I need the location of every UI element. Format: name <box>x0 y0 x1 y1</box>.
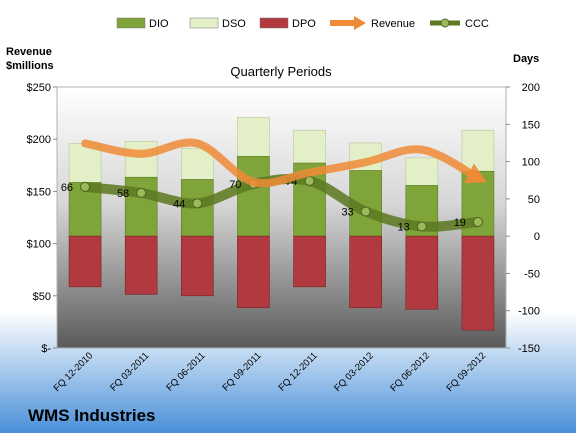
bar-dio <box>237 156 270 237</box>
bar-dpo <box>405 235 439 310</box>
chart-subtitle: Quarterly Periods <box>230 64 332 79</box>
left-tick-label: $50 <box>33 291 51 303</box>
legend-item: CCC <box>430 18 489 30</box>
bar-dio <box>124 176 158 237</box>
legend-label: DIO <box>149 18 169 30</box>
right-tick-label: 200 <box>522 82 540 94</box>
legend: DIO DSO DPO Revenue CCC <box>116 16 489 30</box>
ccc-point <box>360 206 371 217</box>
right-tick-label: 150 <box>522 119 540 131</box>
ccc-point <box>304 175 315 186</box>
ccc-data-label: 44 <box>173 198 185 210</box>
bar-dso <box>68 143 102 183</box>
bar-dso <box>181 147 214 180</box>
legend-swatch-revenue-arrow <box>354 16 366 30</box>
ccc-data-label: 70 <box>229 179 241 191</box>
right-axis-title: Days <box>513 53 539 65</box>
legend-item: Revenue <box>330 16 415 30</box>
ccc-data-label: 58 <box>117 188 129 200</box>
legend-label: Revenue <box>371 18 415 30</box>
left-axis-title-line2: $millions <box>6 60 54 72</box>
left-tick-label: $200 <box>27 134 51 146</box>
company-name: WMS Industries <box>28 406 156 425</box>
bar-dpo <box>349 235 382 309</box>
bar-dpo <box>124 235 158 295</box>
left-axis-title-line1: Revenue <box>6 46 52 58</box>
legend-swatch-dio <box>116 17 146 29</box>
bar-dso <box>405 157 439 186</box>
bar-dso <box>293 129 326 164</box>
right-tick-label: 50 <box>528 194 540 206</box>
revenue-line <box>81 138 482 188</box>
right-tick-label: -150 <box>518 343 540 355</box>
ccc-point <box>192 198 203 209</box>
legend-item: DPO <box>259 17 316 30</box>
ccc-data-label: 13 <box>398 221 410 233</box>
ccc-data-label: 66 <box>61 182 73 194</box>
legend-label: DPO <box>292 18 316 30</box>
ccc-point <box>416 221 427 232</box>
bar-dpo <box>237 235 270 309</box>
legend-swatch-dso <box>189 17 219 29</box>
ccc-data-label: 33 <box>341 207 353 219</box>
bar-dso <box>124 141 158 178</box>
left-tick-label: $100 <box>27 239 51 251</box>
right-tick-label: -100 <box>518 306 540 318</box>
bar-dpo <box>461 235 495 331</box>
legend-swatch-dpo <box>259 17 289 29</box>
legend-swatch-ccc-marker <box>440 18 450 28</box>
right-tick-label: 100 <box>522 157 540 169</box>
legend-label: CCC <box>465 18 489 30</box>
bar-dso <box>237 117 270 157</box>
legend-item: DSO <box>189 17 246 30</box>
bar-dpo <box>293 235 326 288</box>
left-tick-label: $250 <box>27 82 51 94</box>
ccc-data-label: 19 <box>454 217 466 229</box>
ccc-point <box>80 181 91 192</box>
bar-dso <box>461 129 495 172</box>
ccc-point <box>472 216 483 227</box>
ccc-point <box>136 187 147 198</box>
legend-item: DIO <box>116 17 169 30</box>
bar-dpo <box>68 235 102 288</box>
legend-label: DSO <box>222 18 246 30</box>
left-tick-label: $- <box>41 343 51 355</box>
right-tick-label: -50 <box>524 268 540 280</box>
right-tick-label: 0 <box>534 231 540 243</box>
plot-area <box>56 86 507 349</box>
bar-dpo <box>181 235 214 297</box>
left-tick-label: $150 <box>27 186 51 198</box>
revenue-arrowhead <box>464 163 487 184</box>
